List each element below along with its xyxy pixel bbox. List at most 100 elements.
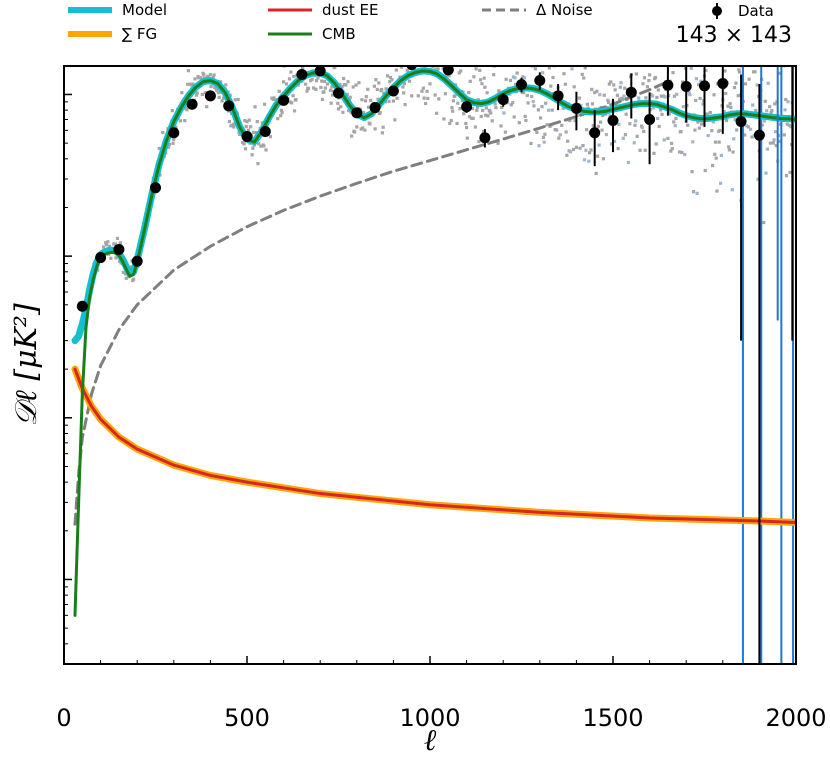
scatter-point bbox=[447, 74, 451, 78]
scatter-point bbox=[542, 140, 546, 144]
scatter-point bbox=[486, 114, 490, 118]
scatter-point bbox=[368, 122, 372, 126]
data-point bbox=[699, 80, 710, 92]
scatter-point bbox=[113, 242, 117, 246]
x-axis: 0 500 1000 1500 2000 bbox=[56, 656, 827, 732]
scatter-point bbox=[257, 142, 261, 146]
data-point bbox=[735, 116, 747, 128]
scatter-point bbox=[394, 68, 398, 72]
data-point bbox=[772, 50, 783, 61]
scatter-point bbox=[736, 57, 739, 60]
data-point bbox=[497, 94, 509, 106]
data-point bbox=[76, 300, 88, 312]
scatter-point bbox=[264, 148, 268, 152]
scatter-point bbox=[589, 148, 593, 152]
scatter-point bbox=[587, 159, 591, 163]
scatter-point bbox=[653, 75, 658, 80]
x-tick-label: 0 bbox=[56, 704, 71, 732]
scatter-point bbox=[609, 80, 613, 84]
scatter-point bbox=[450, 106, 454, 110]
scatter-point bbox=[457, 51, 460, 54]
scatter-point bbox=[268, 135, 273, 139]
y-axis bbox=[64, 93, 72, 665]
scatter-point bbox=[680, 80, 685, 84]
scatter-point bbox=[431, 56, 434, 59]
scatter-point bbox=[746, 125, 751, 129]
scatter-point bbox=[420, 58, 423, 61]
scatter-point bbox=[701, 102, 705, 106]
legend-label: dust EE bbox=[322, 1, 378, 19]
scatter-point bbox=[306, 86, 311, 91]
scatter-point bbox=[526, 101, 530, 105]
data-point bbox=[479, 132, 491, 144]
scatter-point bbox=[363, 99, 368, 103]
scatter-point bbox=[512, 115, 516, 119]
scatter-point bbox=[671, 71, 675, 75]
scatter-point bbox=[732, 85, 737, 90]
scatter-point bbox=[502, 54, 505, 57]
scatter-point bbox=[743, 133, 747, 137]
legend-data-marker bbox=[712, 6, 722, 16]
scatter-point bbox=[568, 150, 573, 154]
scatter-point bbox=[375, 62, 378, 65]
scatter-point bbox=[550, 108, 554, 112]
scatter-point bbox=[490, 53, 493, 56]
series-line-cmb bbox=[73, 69, 796, 617]
scatter-point bbox=[443, 92, 447, 96]
scatter-point bbox=[549, 84, 553, 88]
x-tick-label: 500 bbox=[224, 704, 270, 732]
scatter-point bbox=[751, 103, 755, 107]
scatter-point bbox=[280, 110, 284, 115]
scatter-point bbox=[180, 91, 184, 95]
scatter-point bbox=[527, 61, 530, 64]
scatter-point bbox=[320, 97, 324, 102]
scatter-point bbox=[772, 138, 776, 142]
x-tick-label: 1500 bbox=[582, 704, 643, 732]
scatter-point bbox=[393, 49, 396, 52]
scatter-point bbox=[256, 162, 260, 166]
data-point bbox=[296, 68, 308, 80]
scatter-point bbox=[509, 103, 513, 107]
scatter-point bbox=[729, 105, 733, 110]
data-point bbox=[570, 102, 582, 114]
scatter-point bbox=[409, 36, 412, 39]
scatter-point bbox=[503, 58, 506, 61]
series-line-fg bbox=[71, 365, 796, 527]
scatter-point bbox=[622, 94, 626, 98]
scatter-point bbox=[560, 123, 564, 127]
scatter-point bbox=[634, 119, 638, 123]
scatter-point bbox=[762, 119, 767, 123]
scatter-point bbox=[623, 86, 627, 90]
scatter-point bbox=[363, 128, 367, 132]
scatter-point bbox=[694, 98, 698, 103]
scatter-point bbox=[743, 82, 748, 86]
scatter-point bbox=[563, 82, 568, 86]
scatter-point bbox=[499, 33, 502, 36]
scatter-point bbox=[601, 114, 605, 118]
scatter-point bbox=[409, 53, 412, 56]
data-point bbox=[717, 77, 729, 89]
scatter-point bbox=[341, 110, 345, 114]
scatter-point bbox=[118, 259, 122, 263]
scatter-point bbox=[778, 71, 782, 75]
scatter-point bbox=[635, 134, 639, 138]
scatter-point bbox=[591, 124, 595, 128]
scatter-point bbox=[291, 94, 295, 98]
x-axis-label: ℓ bbox=[424, 723, 437, 758]
scatter-point bbox=[202, 72, 206, 77]
scatter-point bbox=[681, 105, 685, 109]
scatter-point bbox=[783, 108, 787, 112]
scatter-point bbox=[385, 74, 390, 78]
scatter-point bbox=[731, 150, 735, 154]
scatter-point bbox=[745, 58, 748, 61]
scatter-point bbox=[618, 85, 622, 89]
scatter-point bbox=[643, 148, 647, 152]
scatter-point bbox=[277, 89, 281, 93]
scatter-point bbox=[101, 245, 106, 249]
scatter-point bbox=[478, 78, 483, 82]
scatter-point bbox=[558, 133, 562, 137]
scatter-point bbox=[517, 49, 520, 52]
scatter-point bbox=[662, 138, 666, 142]
scatter-point bbox=[453, 94, 457, 98]
